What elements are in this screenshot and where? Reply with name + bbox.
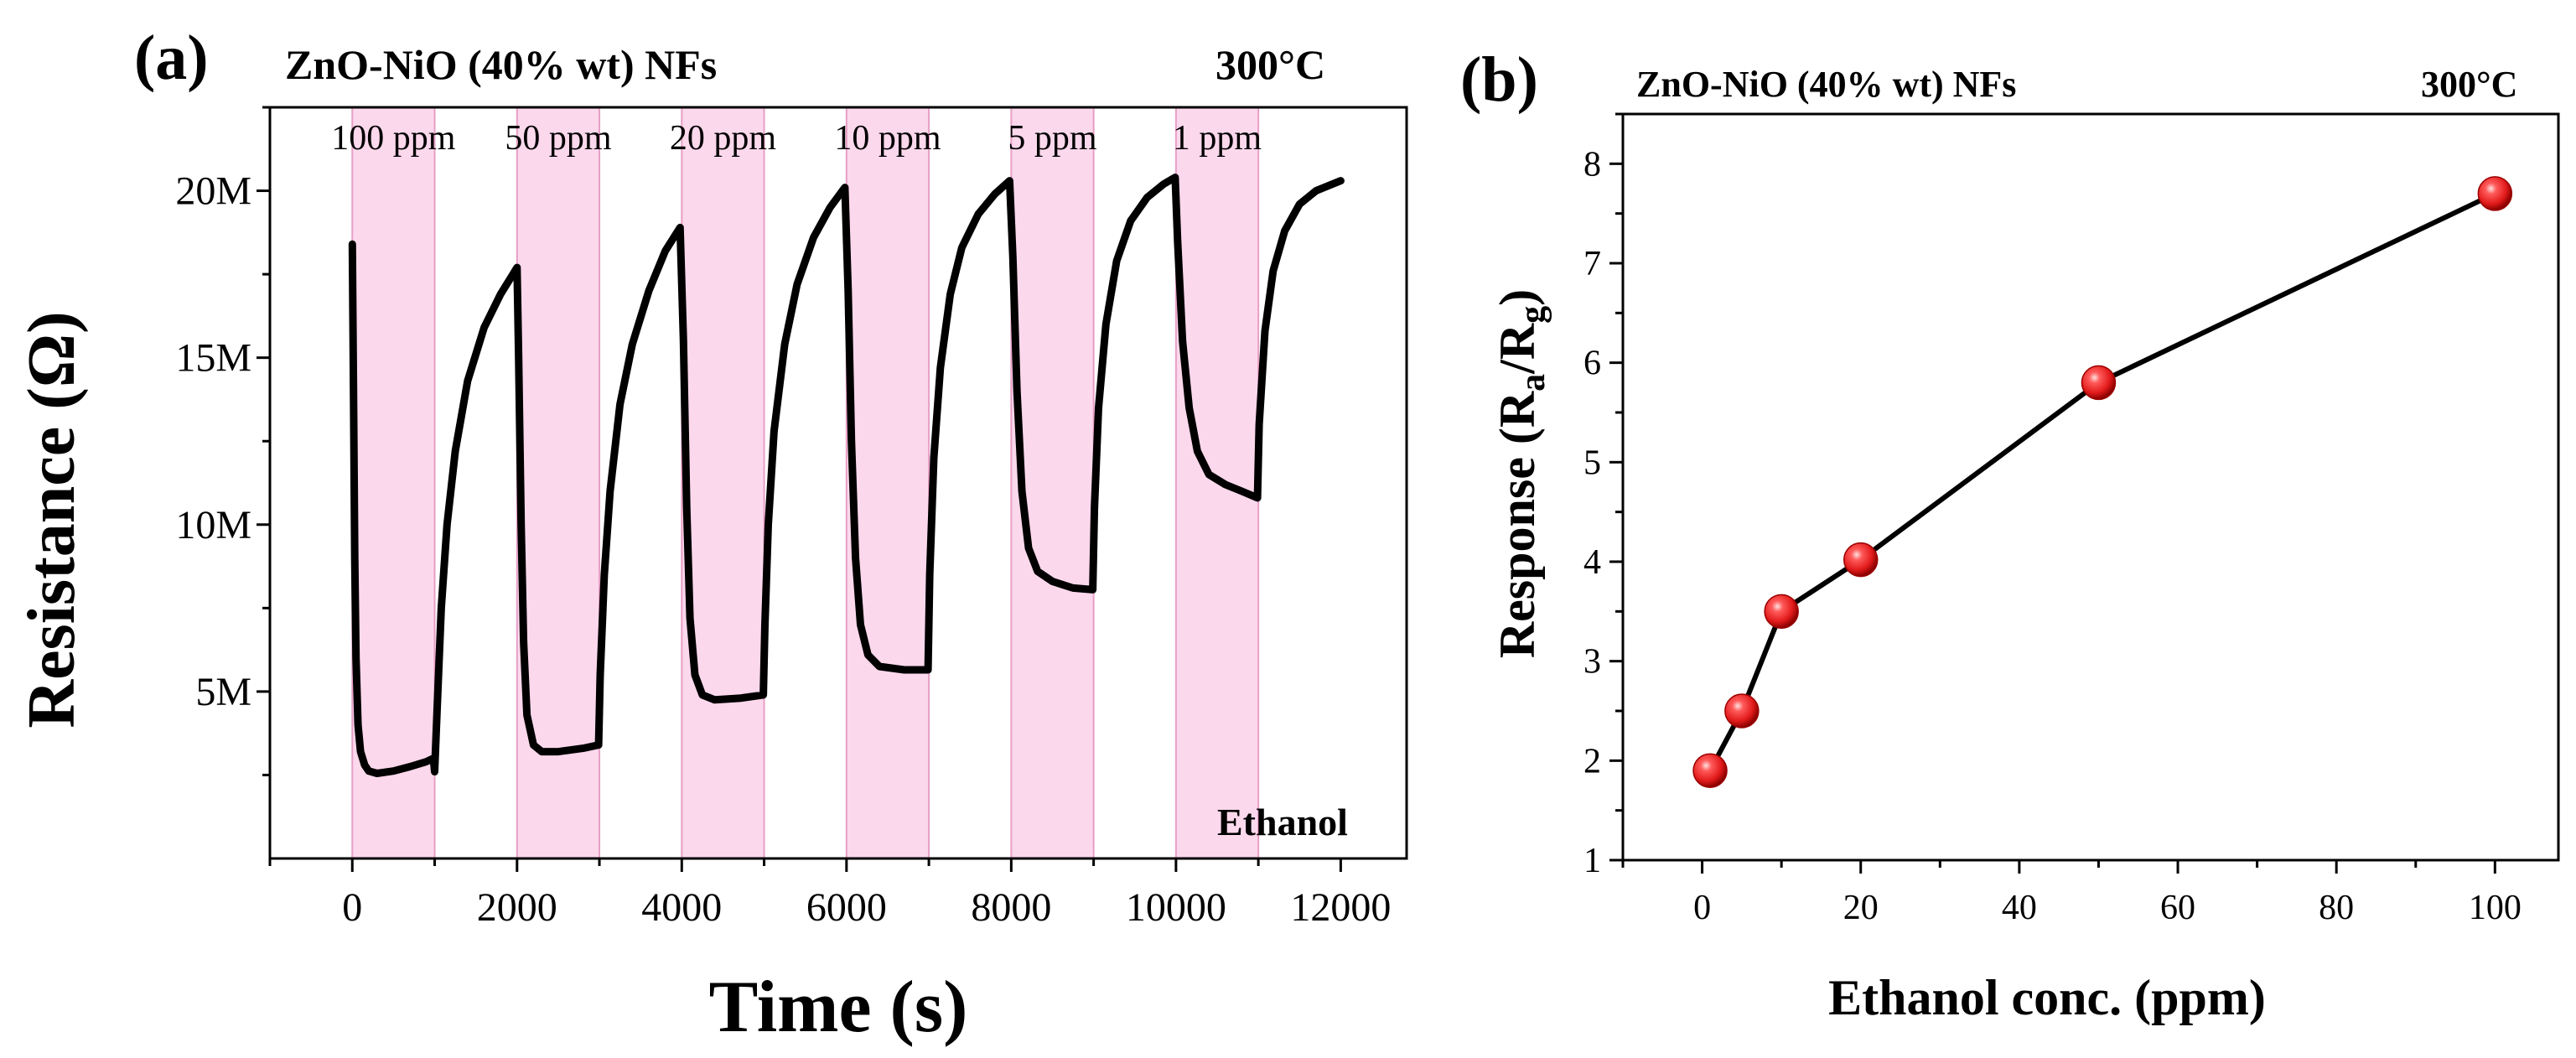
x-tick-label-a: 2000: [477, 885, 557, 930]
ppm-label: 10 ppm: [834, 119, 941, 158]
y-tick-label-a: 15M: [175, 336, 251, 381]
y-axis-title-b: Response (Ra/Rg): [1490, 289, 1552, 658]
x-tick-label-b: 100: [2469, 889, 2522, 927]
ppm-label: 100 ppm: [331, 119, 456, 158]
y-tick-label-b: 7: [1583, 245, 1601, 283]
plot-frame-b: [1621, 112, 2560, 862]
x-ticks-a: 0 2000 4000 6000 8000 10000 12000: [268, 858, 1391, 930]
x-ticks-b: 0 20 40 60 80 100: [1621, 860, 2522, 927]
x-tick-label-a: 10000: [1126, 885, 1226, 930]
y-tick-label-b: 3: [1583, 643, 1601, 682]
y-tick-label-a: 10M: [175, 503, 251, 547]
ppm-label: 50 ppm: [505, 119, 612, 158]
exposure-band: [846, 107, 930, 858]
chart-title-a: ZnO-NiO (40% wt) NFs: [285, 41, 717, 88]
plot-frame-a: [268, 106, 1408, 860]
y-tick-label-a: 20M: [175, 169, 251, 214]
exposure-band: [682, 107, 765, 858]
y-tick-label-b: 6: [1583, 345, 1601, 383]
temperature-label-b: 300°C: [2421, 64, 2517, 105]
x-tick-label-b: 40: [2002, 889, 2037, 927]
x-tick-label-a: 6000: [806, 885, 887, 930]
gas-label-a: Ethanol: [1217, 801, 1348, 843]
exposure-band: [352, 107, 435, 858]
temperature-label-a: 300°C: [1215, 41, 1325, 88]
response-point: [1843, 542, 1879, 578]
y-tick-label-b: 5: [1583, 443, 1601, 482]
response-point: [2477, 176, 2513, 211]
x-tick-label-b: 20: [1843, 889, 1879, 927]
ppm-label: 20 ppm: [670, 119, 777, 158]
ppm-label: 1 ppm: [1173, 119, 1262, 158]
ppm-label: 5 ppm: [1008, 119, 1097, 158]
y-ticks-b: 1 2 3 4 5 6 7 8: [1583, 112, 1623, 880]
x-tick-label-a: 0: [342, 885, 362, 930]
x-tick-label-b: 0: [1693, 889, 1711, 927]
panel-a: 100 ppm 50 ppm 20 ppm 10 ppm 5 ppm 1 ppm 0 200…: [15, 23, 1408, 1048]
response-point: [2081, 365, 2117, 401]
x-tick-label-b: 60: [2160, 889, 2195, 927]
x-tick-label-a: 4000: [641, 885, 722, 930]
panel-b: 0 20 40 60 80 100 1 2 3 4 5 6 7 8 (b) ZnO-NiO (40% w…: [1460, 44, 2560, 1025]
y-tick-label-b: 4: [1583, 543, 1601, 582]
ppm-labels: 100 ppm 50 ppm 20 ppm 10 ppm 5 ppm 1 ppm: [331, 119, 1262, 158]
exposure-bands: [351, 107, 1260, 858]
x-tick-label-b: 80: [2319, 889, 2354, 927]
y-tick-label-a: 5M: [195, 670, 251, 714]
response-point: [1764, 594, 1799, 630]
response-line: [1708, 191, 2496, 772]
panel-label-a: (a): [134, 23, 209, 93]
response-points: [1692, 176, 2513, 788]
resistance-curve: [348, 174, 1345, 777]
y-tick-label-b: 2: [1583, 742, 1601, 781]
response-point: [1724, 693, 1760, 729]
y-ticks-a: 5M 10M 15M 20M: [175, 106, 270, 776]
x-axis-title-a: Time (s): [709, 967, 968, 1048]
x-tick-label-a: 12000: [1290, 885, 1391, 930]
x-tick-label-a: 8000: [971, 885, 1051, 930]
response-point: [1692, 753, 1728, 788]
x-axis-title-b: Ethanol conc. (ppm): [1828, 970, 2266, 1025]
chart-title-b: ZnO-NiO (40% wt) NFs: [1636, 64, 2016, 105]
y-tick-label-b: 8: [1583, 145, 1601, 184]
panel-label-b: (b): [1460, 44, 1538, 115]
y-tick-label-b: 1: [1583, 842, 1601, 880]
y-axis-title-a: Resistance (Ω): [15, 311, 89, 728]
